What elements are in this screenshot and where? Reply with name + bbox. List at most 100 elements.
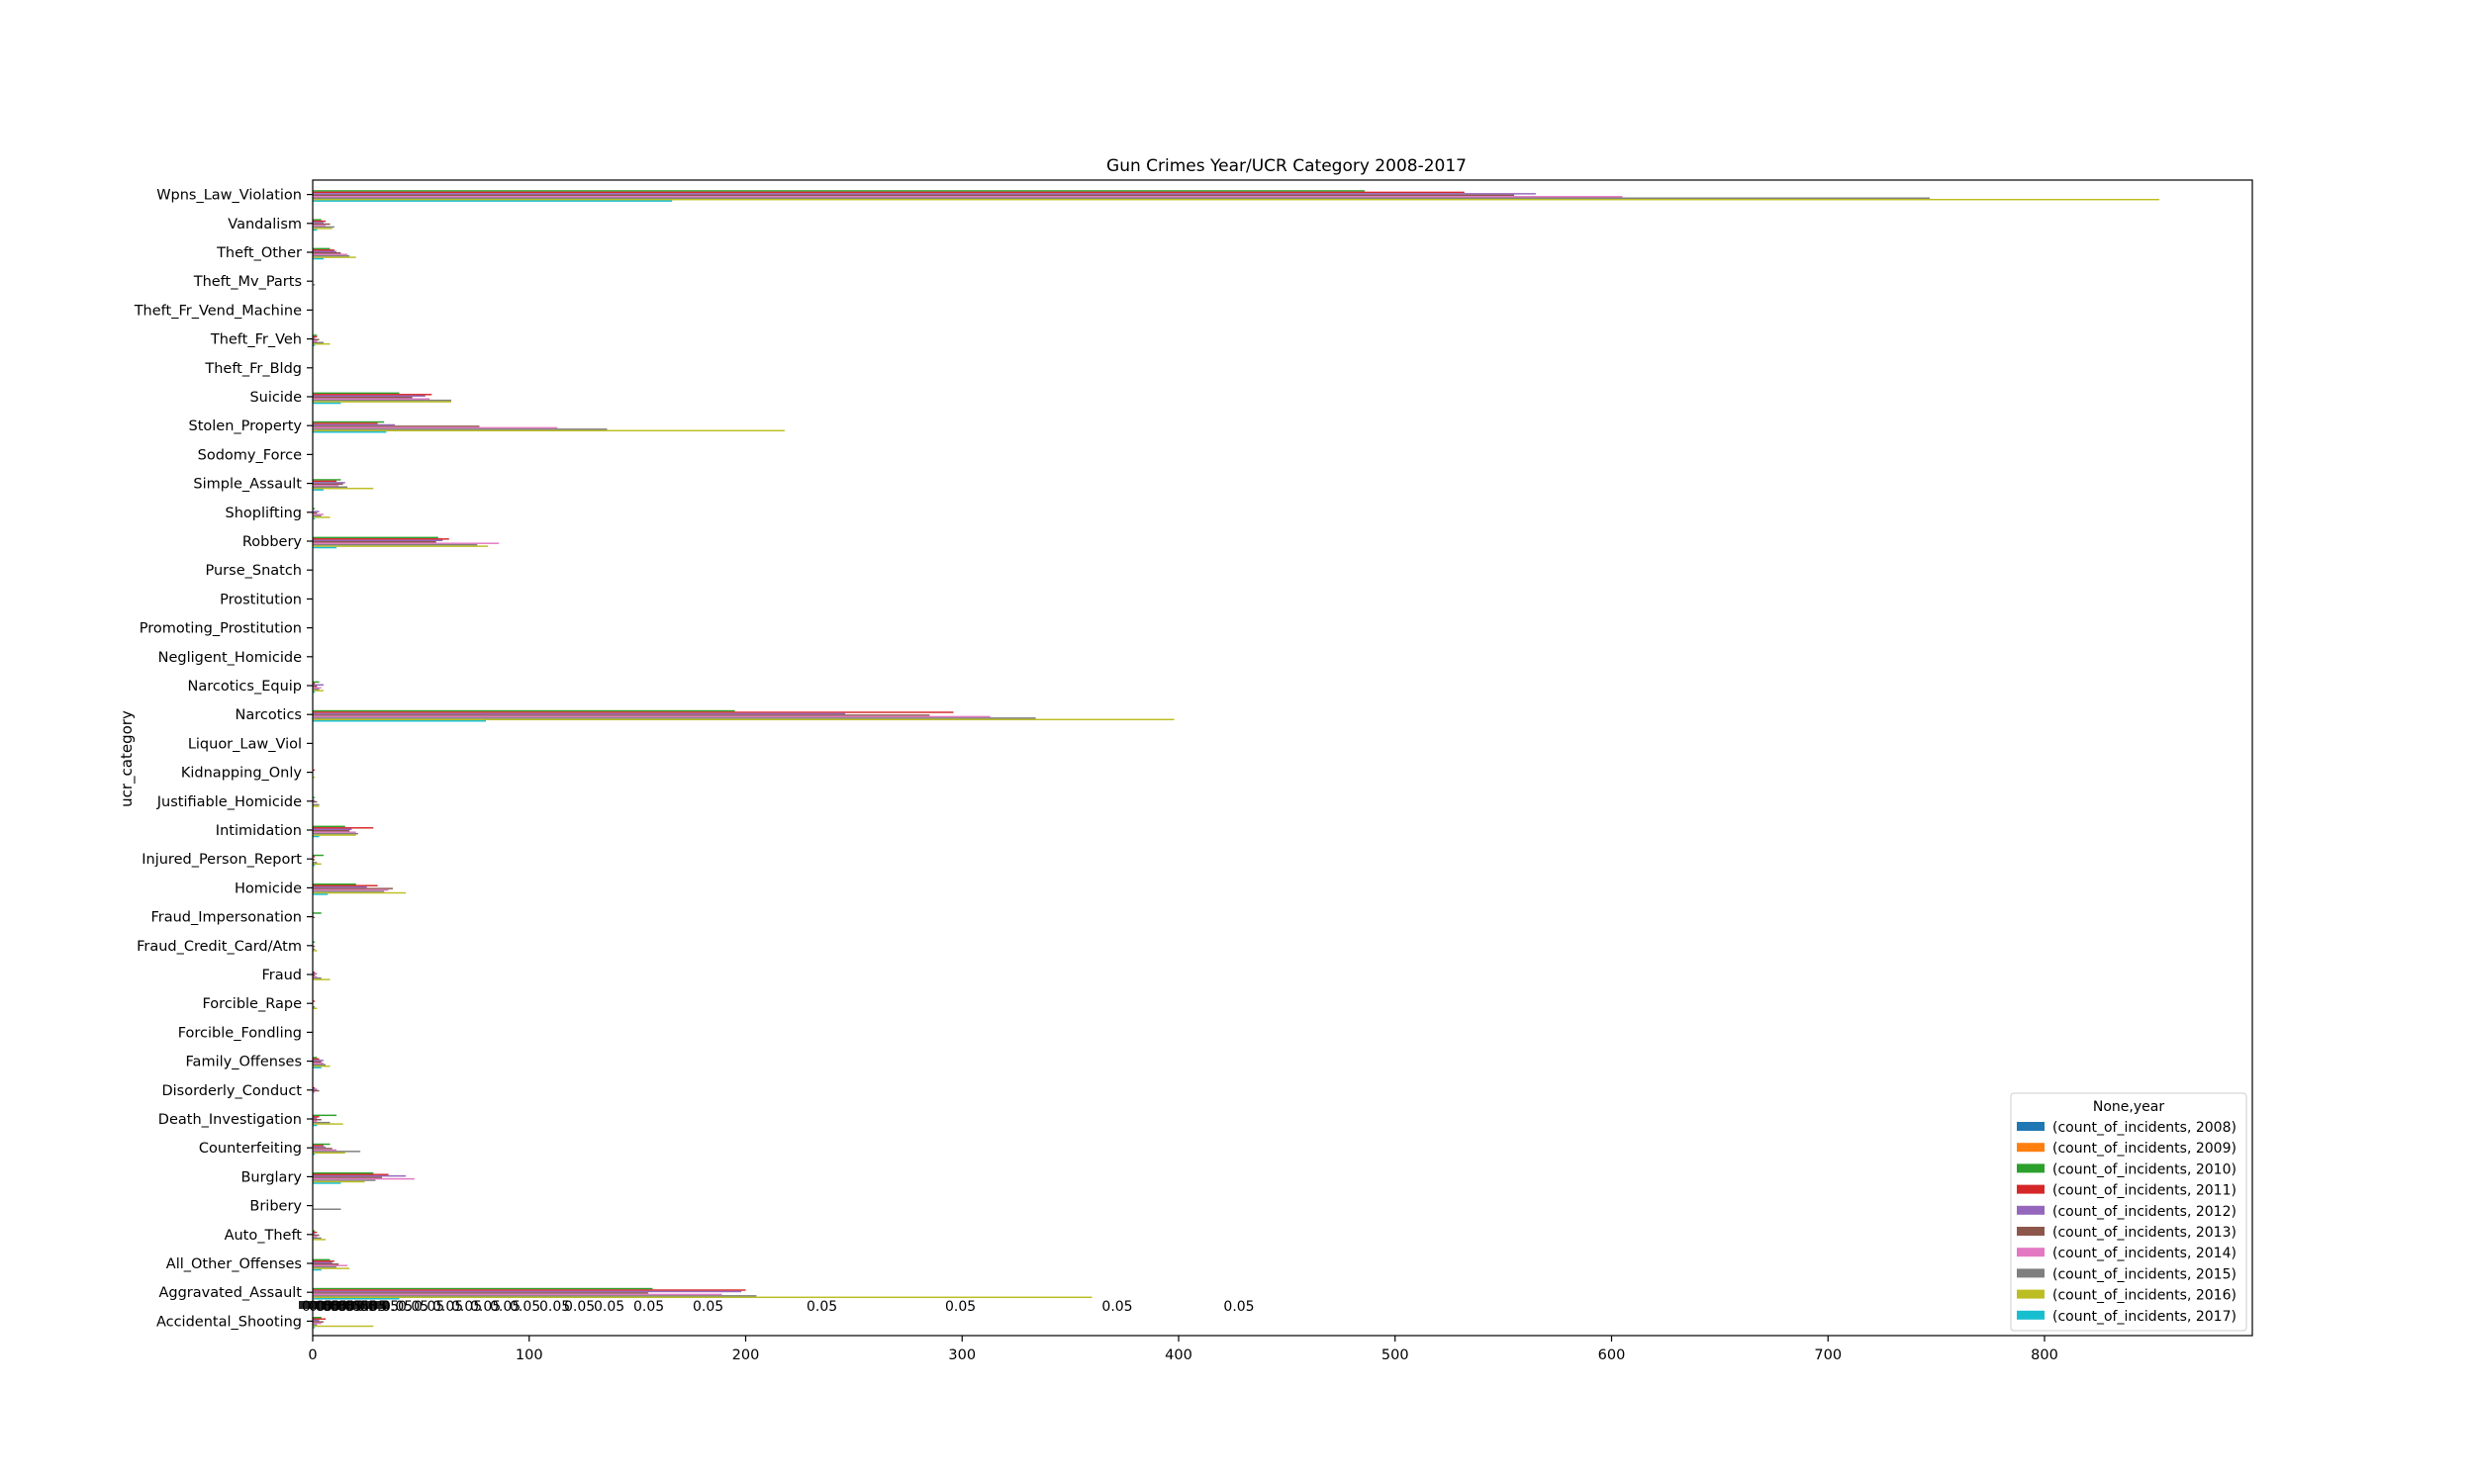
bar: [313, 479, 341, 481]
bar: [313, 510, 320, 512]
stray-annotation: 0.05: [432, 1299, 463, 1315]
bar: [313, 1177, 415, 1180]
bar: [313, 194, 1515, 197]
bar: [313, 253, 347, 255]
bar: [313, 1233, 316, 1235]
bar: [313, 1292, 649, 1294]
bar: [313, 893, 329, 895]
y-tick-label: Auto_Theft: [225, 1228, 303, 1244]
stray-annotation: 0.05: [594, 1299, 624, 1315]
bar: [313, 1182, 341, 1184]
bar: [313, 198, 2159, 201]
bar: [313, 1119, 322, 1121]
bar: [313, 950, 318, 952]
bar: [313, 1152, 345, 1155]
bar: [313, 720, 486, 722]
bar: [313, 190, 1366, 192]
bar: [313, 714, 930, 716]
legend-swatch: [2017, 1248, 2045, 1257]
bar: [313, 284, 316, 286]
y-tick-label: Counterfeiting: [199, 1141, 302, 1157]
y-tick-label: Bribery: [249, 1199, 302, 1215]
bar: [313, 683, 316, 685]
y-tick-label: Accidental_Shooting: [156, 1314, 302, 1330]
bar: [313, 891, 407, 894]
bar: [313, 1057, 318, 1059]
bar: [313, 948, 316, 951]
bar: [313, 395, 426, 397]
bar: [313, 686, 318, 688]
bar: [313, 1298, 400, 1300]
bar: [313, 1267, 350, 1269]
legend-box: [2010, 1092, 2247, 1332]
legend-swatch: [2017, 1268, 2045, 1278]
bar: [313, 425, 480, 427]
bar: [313, 225, 327, 227]
bar: [313, 1231, 318, 1234]
bar: [313, 888, 389, 891]
bar: [313, 1318, 327, 1320]
bar: [313, 1321, 324, 1323]
bar: [313, 711, 954, 713]
bar: [313, 832, 358, 835]
y-axis: Accidental_Shooting Aggravated_Assault All…: [134, 188, 313, 1330]
y-tick-label: Theft_Fr_Bldg: [204, 361, 302, 377]
bar: [313, 1289, 746, 1291]
bar: [313, 334, 318, 336]
y-tick-label: Robbery: [242, 534, 303, 550]
bar: [313, 687, 322, 689]
bar: [313, 1296, 1093, 1299]
y-tick-label: All_Other_Offenses: [166, 1256, 302, 1272]
bar: [313, 431, 387, 433]
bar: [313, 252, 341, 254]
bar: [313, 196, 1623, 198]
bar: [313, 250, 337, 252]
legend-label: (count_of_incidents, 2009): [2052, 1141, 2236, 1157]
bar: [313, 862, 318, 864]
bar: [313, 1234, 320, 1237]
stray-annotation: 0.05: [510, 1299, 540, 1315]
stray-annotation: 0.05: [490, 1299, 521, 1315]
bar: [313, 1180, 365, 1183]
bar: [313, 1172, 374, 1174]
y-tick-label: Disorderly_Conduct: [161, 1083, 302, 1099]
bar: [313, 538, 449, 540]
bar: [313, 1086, 316, 1089]
legend-swatch: [2017, 1163, 2045, 1173]
bar: [313, 1176, 382, 1178]
y-tick-label: Vandalism: [228, 217, 302, 232]
stray-annotation: 0.05: [539, 1299, 570, 1315]
y-tick-label: Narcotics: [236, 707, 302, 723]
bar: [313, 423, 396, 426]
bar: [313, 1317, 322, 1319]
y-tick-label: Stolen_Property: [188, 418, 302, 434]
x-tick-label: 100: [516, 1347, 543, 1363]
bar: [313, 883, 356, 885]
bar: [313, 546, 337, 549]
bar: [313, 247, 331, 250]
bar: [313, 1230, 316, 1232]
bar: [313, 1290, 742, 1293]
bar: [313, 854, 324, 857]
bar: [313, 1145, 324, 1147]
bar: [313, 485, 339, 487]
bar: [313, 1064, 327, 1066]
bar: [313, 1325, 374, 1328]
bar: [313, 256, 356, 258]
bar: [313, 226, 334, 229]
legend-swatch: [2017, 1122, 2045, 1131]
bar: [313, 1154, 316, 1156]
x-tick-label: 400: [1165, 1347, 1192, 1363]
bar: [313, 828, 352, 830]
bar: [313, 1063, 324, 1065]
legend-swatch: [2017, 1289, 2045, 1299]
bar: [313, 545, 489, 547]
bar: [313, 536, 438, 539]
legend-swatch: [2017, 1205, 2045, 1215]
bar: [313, 341, 324, 343]
bar: [313, 482, 345, 484]
bar: [313, 1293, 722, 1296]
y-tick-label: Theft_Fr_Vend_Machine: [134, 303, 302, 319]
y-tick-label: Forcible_Fondling: [178, 1025, 302, 1041]
bar: [313, 825, 345, 828]
